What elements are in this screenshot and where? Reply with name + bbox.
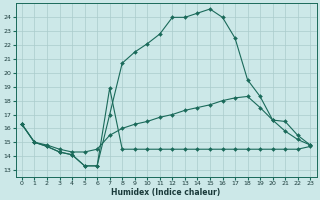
- X-axis label: Humidex (Indice chaleur): Humidex (Indice chaleur): [111, 188, 221, 197]
